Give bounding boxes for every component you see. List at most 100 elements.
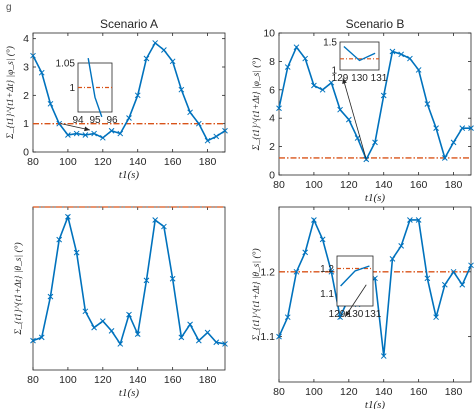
marker-stroke <box>389 48 396 55</box>
data-point <box>337 106 343 113</box>
marker-stroke <box>450 268 457 275</box>
marker-stroke <box>152 217 159 223</box>
marker-stroke <box>398 243 405 249</box>
marker-stroke <box>459 281 466 288</box>
marker-stroke <box>284 314 291 321</box>
marker-stroke <box>195 337 202 344</box>
x-tick-label: 160 <box>410 386 428 398</box>
y-axis-label: Σ_{t1}^{t1+Δt} |φ_s| (°) <box>251 58 262 152</box>
marker-stroke <box>222 127 228 134</box>
data-point <box>126 115 132 121</box>
data-point <box>302 249 309 256</box>
data-point <box>91 324 97 331</box>
data-point <box>222 127 228 134</box>
x-tick-label: 160 <box>164 156 182 168</box>
marker-stroke <box>213 133 220 140</box>
inset-y-tick-label: 1 <box>331 66 337 77</box>
data-point <box>169 58 176 65</box>
data-point <box>82 132 89 138</box>
data-point <box>108 328 115 334</box>
marker-stroke <box>213 339 220 346</box>
y-tick-label: 0 <box>269 170 275 182</box>
data-point <box>187 321 193 328</box>
marker-stroke <box>38 334 45 341</box>
data-point <box>468 262 474 269</box>
x-tick-label: 160 <box>164 374 182 386</box>
marker-stroke <box>117 130 124 137</box>
marker-stroke <box>319 236 326 243</box>
data-point <box>204 329 211 336</box>
x-tick-label: 120 <box>340 179 358 191</box>
inset-x-tick-label: 129 <box>332 73 349 84</box>
marker-stroke <box>187 321 193 328</box>
marker-stroke <box>293 268 300 275</box>
y-tick-label: 4 <box>269 113 275 125</box>
inset-y-tick-label: 1 <box>69 83 75 94</box>
x-tick-label: 180 <box>445 386 463 398</box>
marker-stroke <box>99 318 106 324</box>
chart-title: Scenario B <box>346 17 405 31</box>
inset-arrow-head <box>345 311 350 317</box>
data-point <box>213 339 220 346</box>
marker-stroke <box>126 115 132 121</box>
marker-stroke <box>450 139 457 146</box>
marker-stroke <box>276 333 282 340</box>
data-point <box>82 308 89 315</box>
marker-stroke <box>372 139 378 146</box>
data-point <box>161 47 167 53</box>
data-point <box>152 40 159 46</box>
marker-stroke <box>276 105 282 112</box>
data-point <box>178 86 185 93</box>
data-point <box>372 139 378 146</box>
data-point <box>311 217 317 223</box>
inset-plot: 129 130 131 1.1 1.2 <box>320 255 382 320</box>
marker-stroke <box>424 275 431 282</box>
x-tick-label: 120 <box>94 156 112 168</box>
data-point <box>222 341 228 347</box>
inset-series-line <box>343 45 376 62</box>
data-point <box>293 44 300 51</box>
inset-y-tick-label: 1.05 <box>56 59 76 70</box>
x-tick-label: 80 <box>273 179 285 191</box>
x-tick-label: 100 <box>305 386 323 398</box>
inset-series-line <box>87 57 103 118</box>
marker-stroke <box>415 67 422 73</box>
data-point <box>56 236 63 243</box>
y-tick-label: 1 <box>23 118 29 130</box>
marker-stroke <box>91 324 97 331</box>
inset-plot: 129 130 131 1 1.5 <box>323 38 388 160</box>
y-axis-label: Σ_{t1}^{t1+Δt} |θ_s| (°) <box>251 248 262 341</box>
inset-frame <box>336 255 374 307</box>
x-axis-label: t1(s) <box>119 387 140 399</box>
data-point <box>459 281 466 288</box>
inset-x-tick-label: 95 <box>89 115 101 126</box>
inset-x-tick-label: 131 <box>371 73 388 84</box>
marker-stroke <box>108 328 115 334</box>
inset-arrow-line <box>342 77 367 160</box>
x-tick-label: 160 <box>410 179 428 191</box>
inset-plot: 94 95 96 1 1.05 <box>56 57 118 132</box>
marker-stroke <box>134 92 141 99</box>
x-tick-label: 140 <box>129 374 147 386</box>
data-point <box>134 331 141 337</box>
x-tick-label: 180 <box>199 374 217 386</box>
marker-stroke <box>398 51 405 58</box>
data-point <box>284 64 291 70</box>
x-tick-label: 120 <box>94 374 112 386</box>
inset-x-tick-label: 94 <box>72 115 84 126</box>
chart-title: Scenario A <box>100 17 158 31</box>
inset-arrow-line <box>344 284 367 318</box>
data-point <box>380 92 387 99</box>
inset-x-tick-label: 129 <box>329 309 346 320</box>
data-point <box>99 134 106 141</box>
data-point <box>450 139 457 146</box>
data-point <box>319 236 326 243</box>
data-point <box>143 55 150 62</box>
data-point <box>389 255 396 262</box>
data-point <box>319 86 326 93</box>
inset-frame <box>339 41 380 71</box>
marker-stroke <box>468 125 474 131</box>
series-line <box>278 217 472 357</box>
x-tick-label: 80 <box>27 156 39 168</box>
marker-stroke <box>195 120 202 127</box>
